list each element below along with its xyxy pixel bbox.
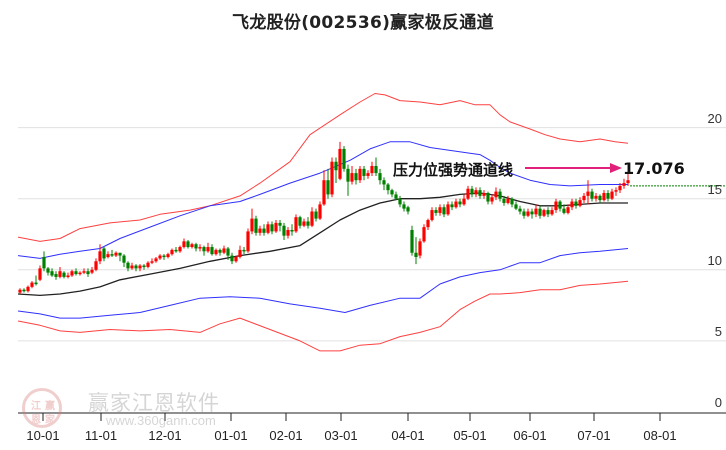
x-tick-label: 06-01 (513, 428, 547, 443)
x-axis (18, 412, 726, 421)
lower-inner-band (17, 248, 629, 319)
y-tick-label: 0 (714, 395, 722, 410)
y-tick-label: 5 (714, 323, 722, 339)
x-tick-label: 07-01 (577, 428, 611, 443)
resistance-overlay (525, 163, 726, 187)
upper-outer-band (17, 93, 629, 242)
y-tick-label: 15 (707, 181, 722, 197)
x-tick-label: 12-01 (148, 428, 182, 443)
y-tick-label: 20 (707, 110, 722, 126)
watermark-name: 赢家江恩软件 (88, 391, 220, 415)
lower-outer-band (17, 280, 629, 352)
y-tick-label: 10 (707, 252, 722, 268)
x-tick-label: 04-01 (391, 428, 425, 443)
x-tick-label: 03-01 (324, 428, 358, 443)
grid-lines (18, 127, 726, 342)
candlesticks (18, 141, 630, 294)
channel-bands (17, 93, 629, 352)
arrow-right-icon (610, 163, 622, 173)
resistance-value: 17.076 (623, 159, 685, 178)
x-tick-label: 02-01 (269, 428, 303, 443)
watermark: 江 赢 恩 家 赢家江恩软件 www.360gann.com (22, 384, 242, 434)
resistance-label: 压力位强势通道线 (393, 161, 514, 179)
x-tick-label: 08-01 (643, 428, 677, 443)
x-tick-label: 11-01 (84, 428, 118, 443)
watermark-url: www.360gann.com (106, 413, 216, 428)
x-tick-label: 01-01 (214, 428, 248, 443)
upper-inner-band (17, 141, 628, 259)
x-tick-label: 05-01 (453, 428, 487, 443)
middle-line (17, 192, 628, 297)
chart-title: 飞龙股份(002536)赢家极反通道 (232, 13, 494, 33)
watermark-logo-icon: 江 赢 恩 家 (22, 388, 62, 428)
x-tick-label: 10-01 (26, 428, 60, 443)
